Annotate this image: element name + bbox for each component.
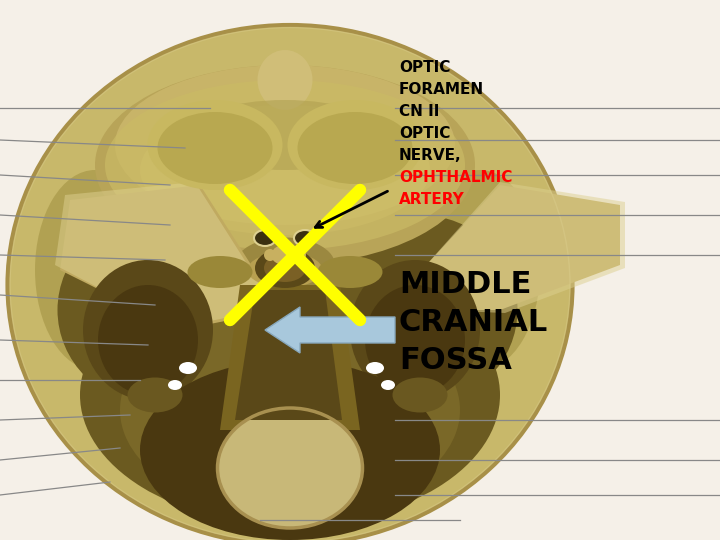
Ellipse shape bbox=[366, 362, 384, 374]
Ellipse shape bbox=[58, 215, 253, 405]
FancyArrow shape bbox=[265, 307, 395, 353]
Ellipse shape bbox=[217, 408, 362, 528]
Ellipse shape bbox=[294, 230, 316, 246]
Text: NERVE,: NERVE, bbox=[399, 148, 462, 163]
Ellipse shape bbox=[148, 100, 282, 190]
Ellipse shape bbox=[287, 100, 423, 190]
Polygon shape bbox=[55, 182, 275, 328]
Ellipse shape bbox=[168, 380, 182, 390]
Ellipse shape bbox=[254, 230, 276, 246]
Ellipse shape bbox=[83, 260, 213, 400]
Ellipse shape bbox=[350, 260, 480, 400]
Ellipse shape bbox=[258, 50, 312, 110]
Ellipse shape bbox=[185, 100, 385, 170]
Text: OPTIC: OPTIC bbox=[399, 60, 451, 75]
Ellipse shape bbox=[235, 238, 335, 293]
Ellipse shape bbox=[35, 170, 155, 370]
Ellipse shape bbox=[120, 305, 460, 515]
Ellipse shape bbox=[158, 112, 272, 184]
Ellipse shape bbox=[323, 215, 518, 405]
Ellipse shape bbox=[381, 380, 395, 390]
Text: CRANIAL: CRANIAL bbox=[399, 308, 548, 337]
Polygon shape bbox=[385, 185, 620, 310]
Ellipse shape bbox=[248, 253, 323, 287]
Ellipse shape bbox=[297, 112, 413, 184]
Ellipse shape bbox=[294, 249, 306, 261]
Text: CN II: CN II bbox=[399, 104, 439, 119]
Ellipse shape bbox=[255, 248, 315, 288]
Text: FORAMEN: FORAMEN bbox=[399, 82, 484, 97]
Ellipse shape bbox=[115, 65, 455, 225]
Ellipse shape bbox=[140, 360, 440, 540]
Ellipse shape bbox=[420, 170, 540, 370]
Text: MIDDLE: MIDDLE bbox=[399, 270, 531, 299]
Ellipse shape bbox=[187, 256, 253, 288]
Ellipse shape bbox=[80, 265, 500, 525]
Text: FOSSA: FOSSA bbox=[399, 346, 512, 375]
Ellipse shape bbox=[318, 256, 382, 288]
Ellipse shape bbox=[264, 249, 276, 261]
Text: ARTERY: ARTERY bbox=[399, 192, 464, 207]
Ellipse shape bbox=[179, 362, 197, 374]
Polygon shape bbox=[220, 285, 360, 430]
Ellipse shape bbox=[140, 105, 430, 235]
Ellipse shape bbox=[127, 377, 182, 413]
Ellipse shape bbox=[271, 245, 299, 265]
Text: OPTIC: OPTIC bbox=[399, 126, 451, 141]
Ellipse shape bbox=[95, 65, 475, 265]
Polygon shape bbox=[388, 182, 625, 313]
Ellipse shape bbox=[264, 254, 306, 282]
Text: OPHTHALMIC: OPHTHALMIC bbox=[399, 170, 513, 185]
Ellipse shape bbox=[105, 80, 465, 250]
Ellipse shape bbox=[392, 377, 448, 413]
Ellipse shape bbox=[365, 285, 465, 395]
Ellipse shape bbox=[98, 285, 198, 395]
Polygon shape bbox=[60, 185, 280, 330]
Ellipse shape bbox=[7, 25, 572, 540]
Polygon shape bbox=[235, 290, 342, 420]
